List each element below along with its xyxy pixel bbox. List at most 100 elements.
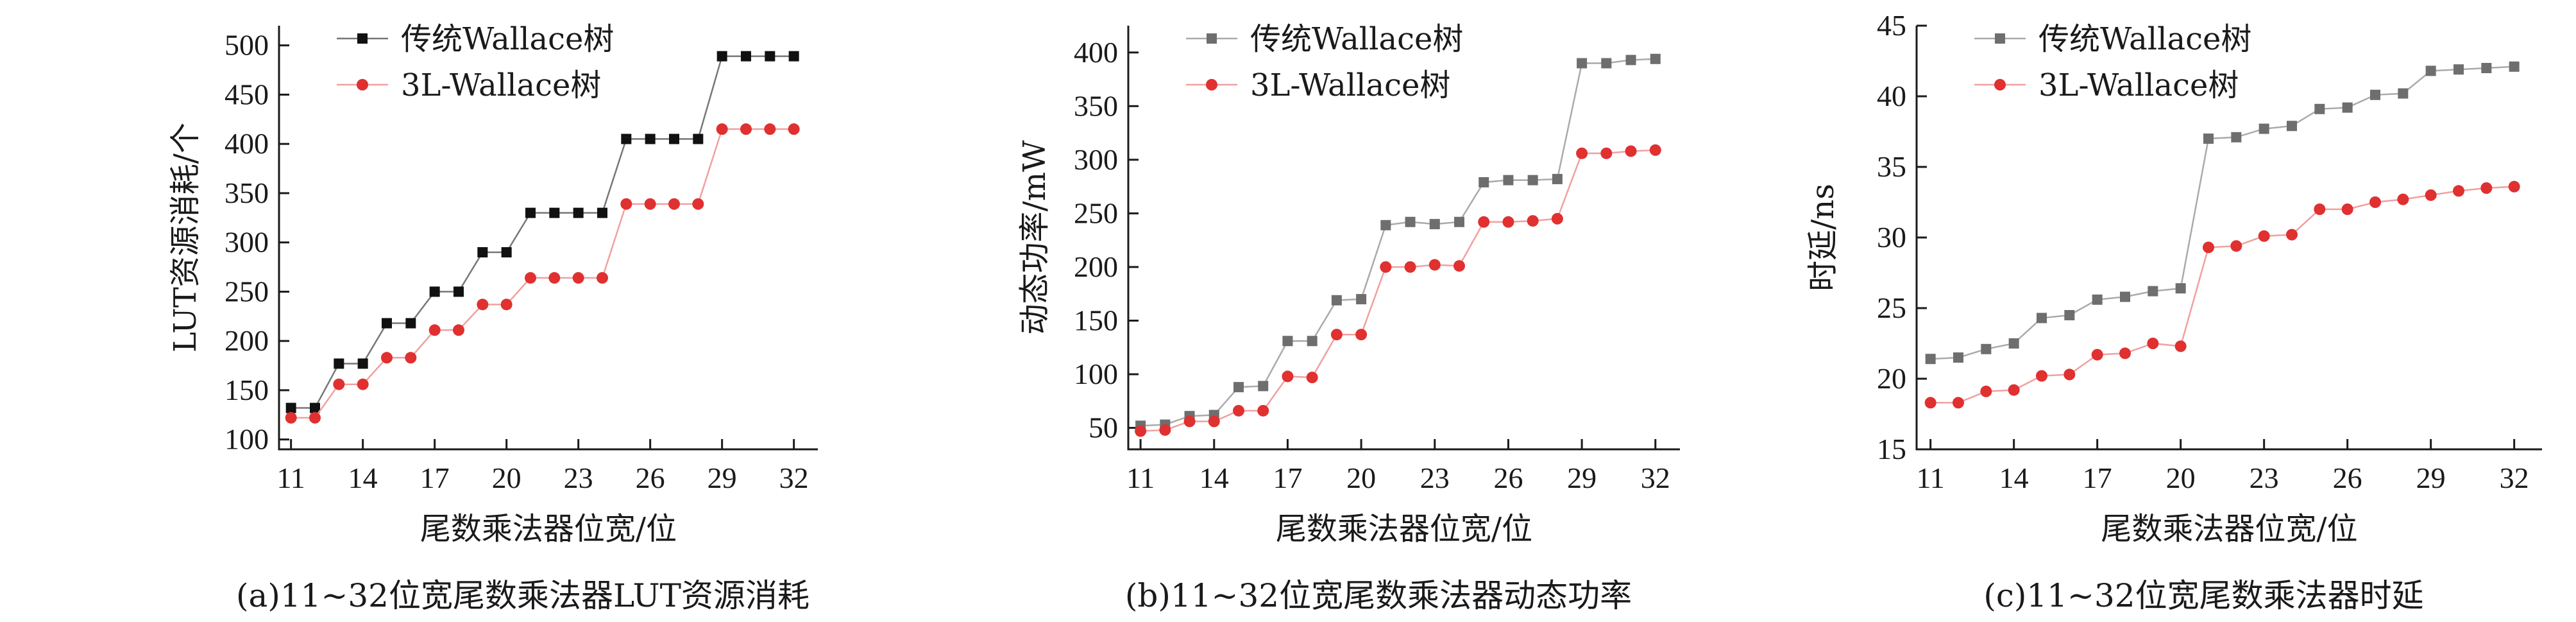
chart-b-series-1-line — [1140, 58, 1656, 427]
chart-b-y-axis-title: 动态功率/mW — [1017, 140, 1053, 335]
chart-a-series-2-point — [428, 324, 441, 336]
chart-a: 100 150 200 250 300 350 400 450 500 11 14 17 20 23 26 2… — [167, 21, 818, 614]
chart-c-series-2-point — [2091, 349, 2103, 361]
chart-b-series-2-point — [1576, 147, 1588, 159]
chart-b-series-1-point — [1503, 175, 1514, 186]
chart-c-series-1-point — [2064, 310, 2075, 320]
chart-b-series-1-point — [1233, 382, 1244, 393]
chart-a-y-tick-label: 400 — [225, 127, 269, 160]
chart-c-y-tick-label: 30 — [1877, 221, 1906, 254]
chart-a-series-2-point — [668, 198, 680, 210]
chart-a-series-1-point — [357, 358, 368, 369]
chart-b-caption: (b)11~32位宽尾数乘法器动态功率 — [1125, 577, 1632, 614]
chart-c-x-tick-label: 14 — [1999, 462, 2029, 494]
chart-c-x-axis-title: 尾数乘法器位宽/位 — [2101, 511, 2357, 547]
chart-c-series-1-point — [1953, 352, 1963, 363]
chart-b-series-1-point — [1331, 295, 1342, 306]
chart-a-series-2-point — [477, 298, 489, 311]
chart-a-series-1-point — [405, 318, 416, 329]
chart-c-series-1-point — [2453, 64, 2464, 75]
chart-a-series-2-point — [285, 411, 297, 424]
chart-b-series-2-point — [1625, 145, 1637, 157]
chart-b-series-2-point — [1135, 425, 1147, 437]
chart-b-legend-label: 3L-Wallace树 — [1250, 67, 1450, 103]
chart-b-y-tick-label: 350 — [1074, 89, 1118, 122]
chart-c-y-tick-label: 20 — [1877, 362, 1906, 395]
chart-b-series-1-point — [1552, 173, 1563, 184]
chart-c-legend-marker — [1995, 33, 2005, 44]
chart-a-y-tick-label: 100 — [225, 423, 269, 456]
chart-c-series-1-point — [2481, 63, 2492, 73]
chart-b-series-1-point — [1356, 294, 1367, 305]
chart-c-series-1-point — [2287, 121, 2297, 132]
chart-b-y-tick-label: 250 — [1074, 196, 1118, 229]
chart-c-series-1-point — [2314, 103, 2325, 114]
chart-a-y-tick-label: 200 — [225, 324, 269, 357]
chart-c-series-2-line — [1930, 186, 2514, 404]
chart-c-x-tick-label: 26 — [2333, 462, 2362, 494]
chart-a-series-2-point — [572, 272, 584, 284]
chart-b-x-tick-label: 14 — [1199, 462, 1229, 494]
chart-c-series-1-point — [2203, 134, 2214, 144]
chart-c-series-2-point — [2258, 230, 2270, 242]
chart-c-series-2-point — [2508, 180, 2520, 193]
chart-a-series-2-point — [500, 298, 513, 311]
panel-a: 100 150 200 250 300 350 400 450 500 11 14 17 20 23 26 2… — [0, 0, 859, 622]
chart-c-x-tick-label: 32 — [2500, 462, 2529, 494]
chart-a-y-tick-label: 150 — [225, 374, 269, 406]
chart-a-series-1-point — [716, 51, 727, 62]
chart-a-series-2-point — [716, 123, 728, 135]
chart-c-series-2-point — [2230, 240, 2242, 252]
chart-b-series-1-point — [1625, 55, 1636, 65]
chart-c-series-2-point — [2036, 370, 2047, 382]
chart-c-series-1-point — [1925, 354, 1936, 365]
chart-a-series-1-point — [669, 134, 679, 144]
chart-c-series-1-point — [1981, 343, 1992, 354]
chart-b-axes — [1127, 26, 1680, 451]
chart-a-series-2-point — [548, 272, 561, 284]
chart-a-x-tick-label: 20 — [492, 462, 521, 494]
chart-a-series-1-point — [477, 247, 488, 258]
chart-b-x-axis-title: 尾数乘法器位宽/位 — [1276, 511, 1532, 547]
chart-b-series-1-point — [1527, 175, 1538, 186]
chart-a-series-2-point — [764, 123, 776, 135]
chart-c-series-2-point — [2397, 193, 2409, 205]
chart-a-legend-label: 传统Wallace树 — [401, 21, 614, 57]
chart-c-legend-marker — [1994, 79, 2006, 91]
chart-b-series-2-point — [1257, 404, 1269, 417]
chart-c-legend-label: 3L-Wallace树 — [2038, 67, 2239, 103]
chart-b-series-2-point — [1428, 259, 1441, 271]
panel-b: 50 100 150 200 250 300 350 400 11 14 17 20 23 26 29 32 尾… — [859, 0, 1718, 622]
chart-b-series-2-point — [1502, 216, 1514, 228]
chart-a-y-tick-label: 300 — [225, 226, 269, 259]
chart-b-x-tick-label: 32 — [1641, 462, 1670, 494]
chart-b-y-tick-label: 200 — [1074, 250, 1118, 283]
chart-c-series-1-point — [2342, 102, 2353, 113]
chart-a-series-2-point — [620, 198, 632, 210]
chart-a-series-2-point — [692, 198, 704, 210]
panel-c: 15 20 25 30 35 40 45 11 14 17 20 23 26 29 32 尾数乘法器位宽/位 时… — [1718, 0, 2576, 622]
chart-c-y-tick-label: 25 — [1877, 291, 1906, 324]
chart-a-series-2-point — [405, 352, 417, 364]
chart-b-y-tick-label: 50 — [1089, 411, 1118, 444]
chart-b-series-1-point — [1405, 216, 1416, 227]
chart-b-series-2-point — [1527, 215, 1539, 227]
chart-c-y-tick-label: 15 — [1877, 433, 1906, 465]
chart-c-caption: (c)11~32位宽尾数乘法器时延 — [1983, 577, 2423, 614]
chart-b-series-2-point — [1355, 329, 1368, 341]
chart-a-series-1-point — [285, 402, 296, 413]
chart-b-legend-label: 传统Wallace树 — [1250, 21, 1463, 57]
chart-a-series-1-point — [765, 51, 775, 62]
chart-c-series-2-point — [1980, 385, 1992, 397]
chart-c-series-1-point — [2258, 123, 2269, 134]
chart-b-x-tick-label: 11 — [1126, 462, 1155, 494]
chart-a-series-2-point — [309, 411, 321, 424]
chart-a-legend-marker — [357, 79, 368, 91]
chart-c-series-2-point — [1953, 397, 1964, 409]
chart-b-series-2-point — [1306, 372, 1318, 384]
chart-b-x-tick-label: 26 — [1493, 462, 1523, 494]
chart-c-series-2-point — [2174, 340, 2187, 352]
chart-b-series-1-point — [1429, 219, 1440, 230]
chart-c-x-tick-label: 17 — [2083, 462, 2112, 494]
chart-b-x-tick-label: 23 — [1420, 462, 1450, 494]
